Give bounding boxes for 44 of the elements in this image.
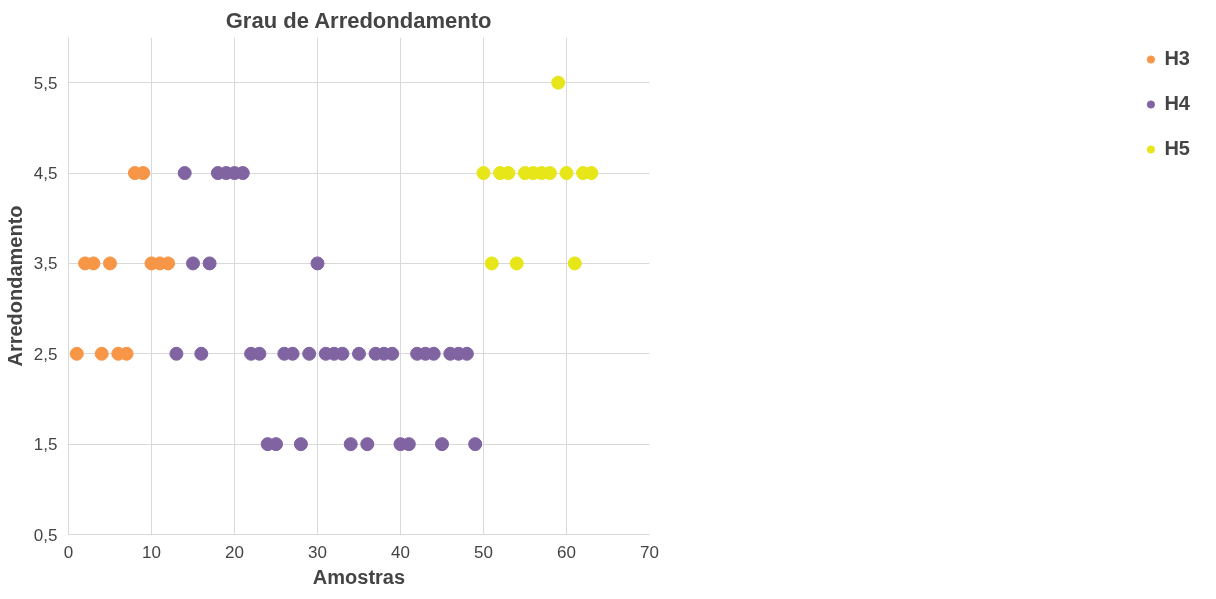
point <box>559 166 574 181</box>
y-tick-label: 4,5 <box>33 164 58 184</box>
y-tick-label: 3,5 <box>33 254 58 274</box>
x-tick-label: 0 <box>63 542 74 562</box>
point <box>310 256 325 271</box>
point <box>69 346 84 361</box>
point <box>177 166 192 181</box>
point <box>161 256 176 271</box>
point <box>343 437 358 452</box>
legend-label: H4 <box>1164 92 1190 115</box>
y-axis-title: Arredondamento <box>3 205 26 367</box>
point <box>468 437 483 452</box>
legend-label: H5 <box>1164 137 1190 160</box>
point <box>269 437 283 452</box>
legend-label: H3 <box>1164 47 1190 70</box>
x-tick-label: 20 <box>225 542 244 562</box>
point <box>551 75 566 90</box>
point <box>352 346 366 361</box>
point <box>360 437 375 452</box>
x-axis-title: Amostras <box>312 565 406 588</box>
point <box>169 346 184 361</box>
point <box>94 346 109 361</box>
x-tick-label: 50 <box>474 542 493 562</box>
point <box>509 256 524 271</box>
chart-title: Grau de Arredondamento <box>225 7 492 33</box>
point <box>567 256 582 271</box>
x-tick-label: 10 <box>142 542 161 562</box>
point <box>202 256 217 271</box>
point <box>484 256 499 271</box>
x-tick-label: 70 <box>640 542 659 562</box>
point <box>194 346 209 361</box>
point <box>293 437 308 452</box>
x-tick-label: 30 <box>308 542 327 562</box>
y-tick-label: 2,5 <box>33 344 58 364</box>
x-tick-label: 60 <box>557 542 576 562</box>
point <box>302 346 317 361</box>
point <box>435 437 449 452</box>
y-tick-label: 1,5 <box>33 435 58 455</box>
point <box>186 256 200 271</box>
y-tick-label: 0,5 <box>33 525 58 545</box>
point <box>476 166 491 181</box>
x-tick-label: 40 <box>391 542 410 562</box>
point <box>103 256 117 271</box>
y-tick-label: 5,5 <box>33 73 58 93</box>
